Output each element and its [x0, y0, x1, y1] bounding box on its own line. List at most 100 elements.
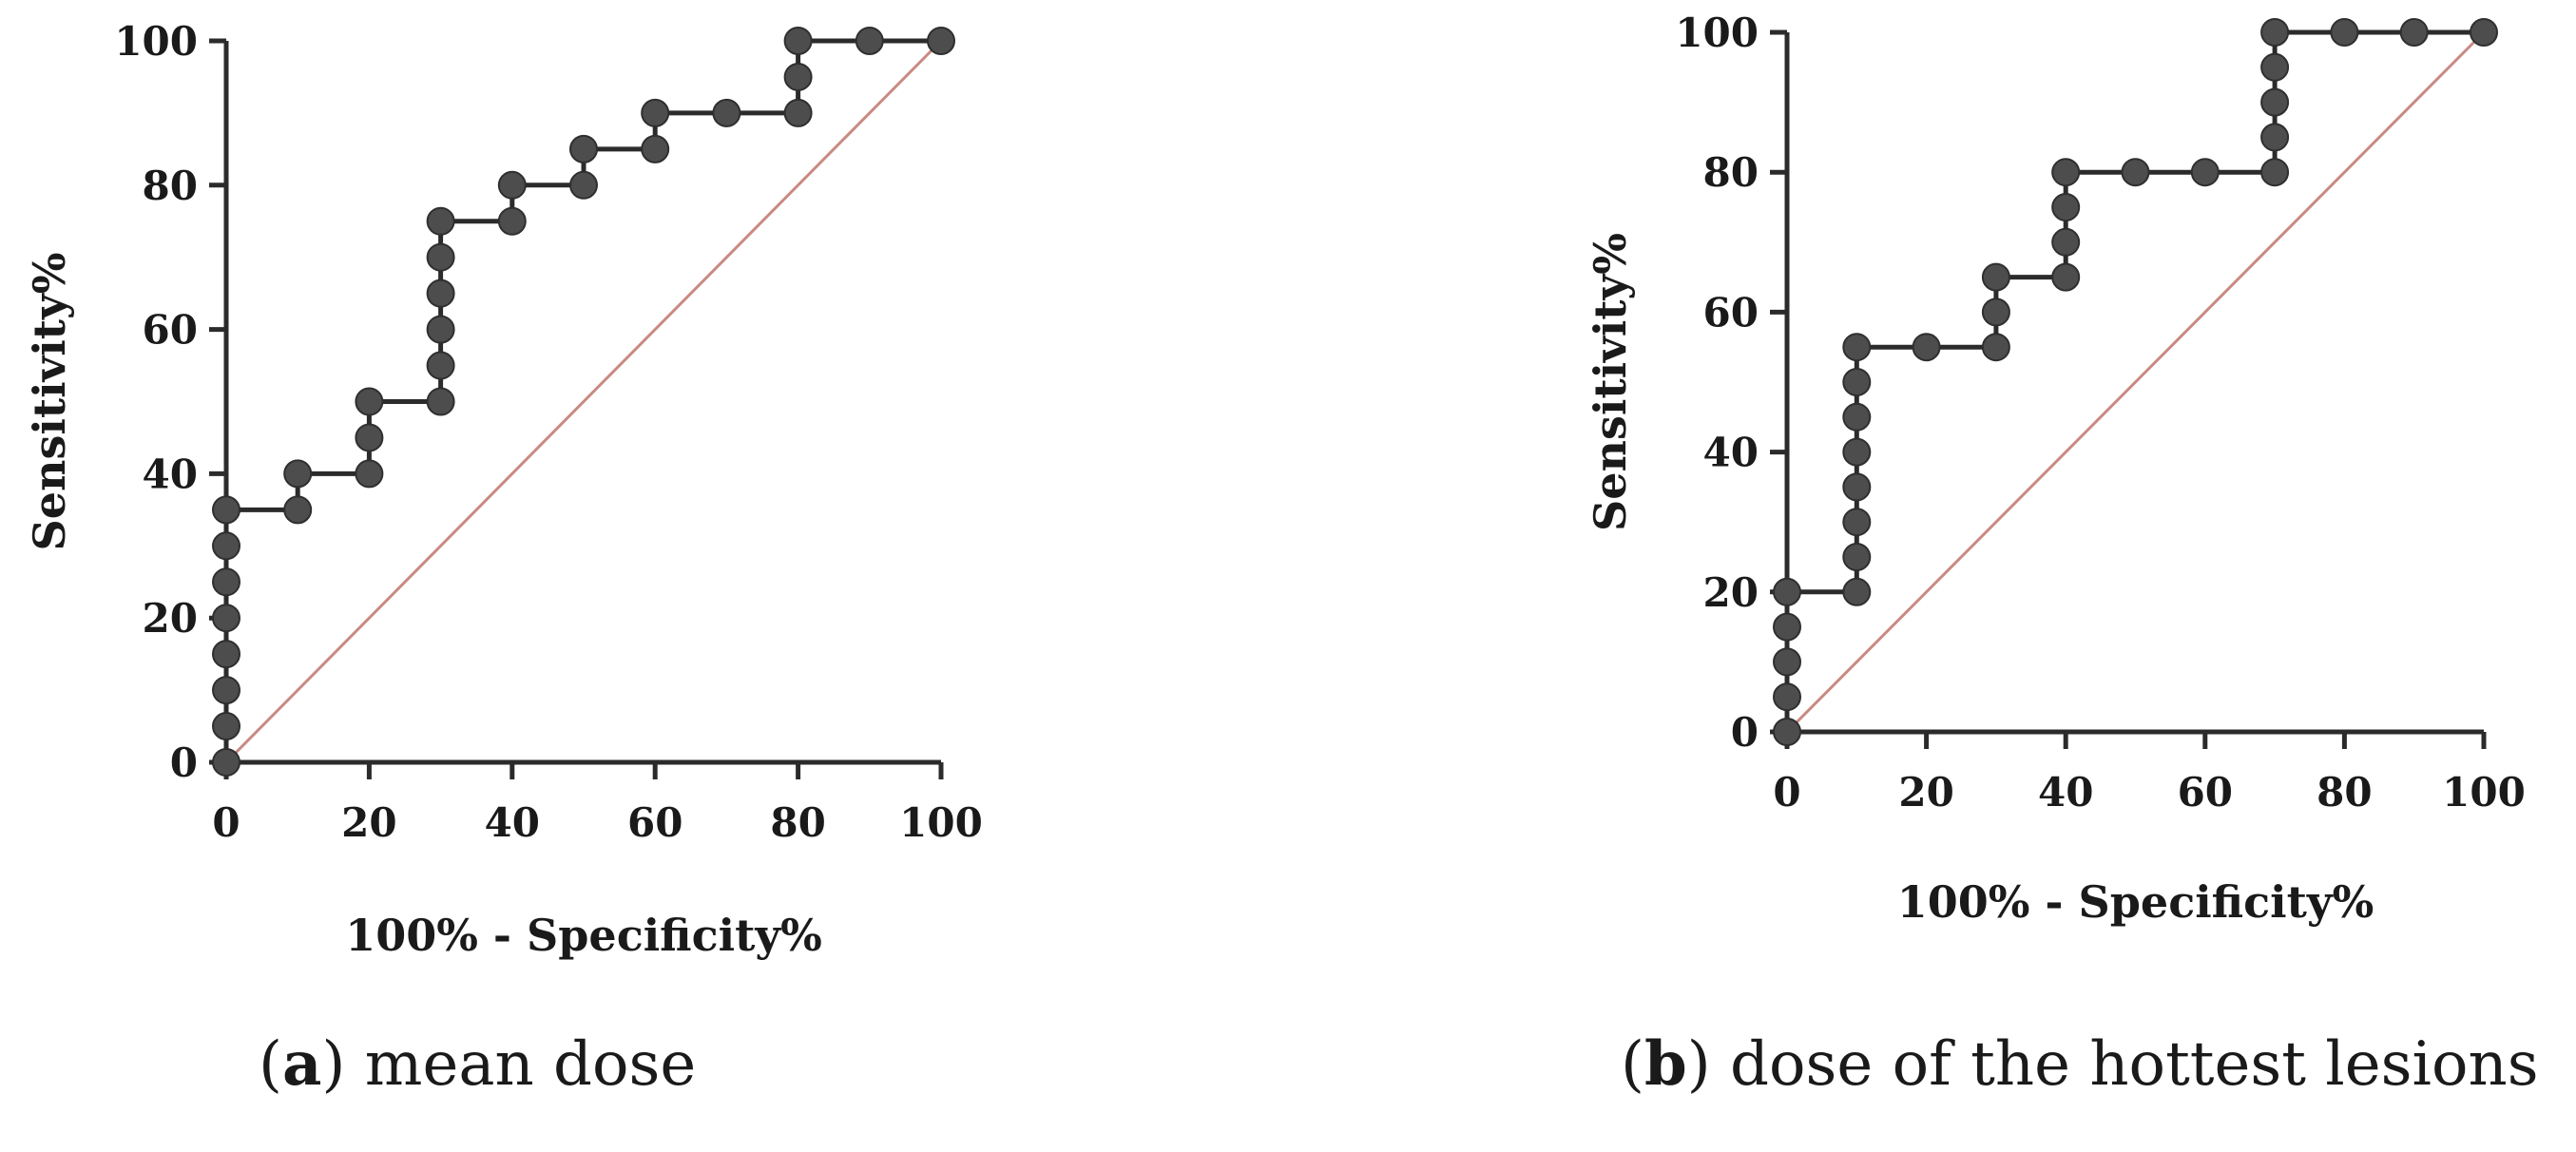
panel-b-reference-line	[1785, 30, 2486, 734]
panel-b-chart: 0 20 40 60 80 100 0 20 40 60 80 100 100% - Specific…	[1585, 10, 2526, 928]
panel-a-data-point	[641, 134, 670, 163]
panel-b-points	[1773, 18, 2498, 746]
panel-b-data-point	[2051, 193, 2081, 221]
panel-b-data-point	[1842, 577, 1872, 606]
panel-a-data-point	[426, 278, 455, 308]
panel-a-data-point	[212, 604, 240, 633]
panel-a-data-point	[426, 387, 455, 416]
panel-a-data-point	[426, 351, 455, 380]
panel-b-caption-text: dose of the hottest lesions	[1730, 1029, 2539, 1100]
panel-b-data-point	[1773, 682, 1801, 712]
panel-a-data-point	[783, 27, 813, 55]
panel-b-y-tick-label: 20	[1703, 569, 1759, 616]
panel-b-data-point	[1842, 368, 1872, 396]
panel-a-caption: (a) mean dose	[259, 1028, 697, 1100]
panel-a-chart: 0 20 40 60 80 100 0 20 40 60 80 100 100% - Specific…	[24, 18, 983, 961]
panel-b-label: b	[1644, 1028, 1687, 1100]
panel-a-y-tick-label: 20	[143, 595, 198, 642]
panel-b-data-point	[2051, 227, 2081, 257]
panel-b-data-point	[2260, 123, 2290, 152]
panel-a-data-point	[783, 98, 813, 127]
panel-a-x-axis-title: 100% - Specificity%	[345, 910, 822, 961]
panel-a-data-point	[212, 748, 240, 777]
panel-b-data-point	[2470, 18, 2498, 47]
panel-a-data-point	[212, 531, 240, 561]
panel-b-y-axis-title: Sensitivity%	[1585, 233, 1636, 531]
panel-a-tick-labels: 0 20 40 60 80 100 0 20 40 60 80 100	[114, 18, 983, 846]
panel-b-x-tick-label: 0	[1773, 769, 1800, 816]
panel-b-y-tick-label: 100	[1675, 10, 1759, 56]
panel-b-reference-diagonal	[1785, 30, 2486, 734]
panel-b-data-point	[1981, 262, 2010, 292]
panel-b-data-point	[1773, 718, 1801, 746]
panel-b-x-axis-title: 100% - Specificity%	[1897, 876, 2374, 928]
panel-b-data-point	[1773, 612, 1801, 642]
panel-b-x-tick-label: 20	[1898, 769, 1953, 816]
panel-b-data-point	[1842, 402, 1872, 432]
panel-a-reference-diagonal	[224, 39, 943, 764]
panel-a-x-tick-label: 60	[627, 799, 682, 846]
panel-a-data-point	[426, 242, 455, 272]
panel-a-data-point	[855, 27, 884, 55]
panel-b-data-point	[1981, 333, 2010, 362]
panel-a-caption-text: mean dose	[364, 1029, 697, 1100]
panel-b-data-point	[2260, 158, 2290, 187]
panel-b-x-tick-label: 80	[2316, 769, 2372, 816]
panel-b-data-point	[1842, 437, 1872, 467]
panel-b-data-point	[2121, 158, 2150, 187]
panel-b-x-tick-label: 100	[2442, 769, 2526, 816]
panel-a-data-point	[927, 27, 955, 55]
panel-a-data-point	[355, 387, 384, 416]
panel-a-data-point	[497, 170, 527, 200]
panel-a-data-point	[355, 459, 384, 489]
panel-b-caption: (b) dose of the hottest lesions	[1621, 1028, 2539, 1100]
panel-b-data-point	[1842, 508, 1872, 537]
panel-b-y-tick-label: 40	[1703, 430, 1759, 476]
panel-a-x-tick-label: 0	[212, 799, 240, 846]
panel-b-data-point	[1912, 333, 1941, 362]
panel-a-y-tick-label: 60	[143, 307, 198, 354]
panel-a-y-tick-label: 0	[170, 739, 198, 786]
panel-b-data-point	[2399, 18, 2429, 47]
panel-a-points	[212, 27, 955, 777]
panel-b-data-point	[2260, 18, 2290, 47]
panel-b-data-point	[1842, 543, 1872, 571]
panel-b-data-point	[2051, 158, 2081, 187]
panel-b-y-tick-label: 60	[1703, 289, 1759, 336]
panel-a-x-tick-label: 20	[341, 799, 396, 846]
panel-a-y-tick-label: 40	[143, 451, 198, 497]
panel-a-data-point	[283, 459, 313, 489]
panel-b-data-point	[1773, 577, 1801, 606]
panel-b-data-point	[2190, 158, 2220, 187]
panel-a-data-point	[569, 134, 598, 163]
panel-b-data-point	[2330, 18, 2359, 47]
panel-a-x-tick-label: 80	[770, 799, 825, 846]
panel-b-x-tick-label: 60	[2178, 769, 2233, 816]
panel-b-data-point	[2260, 87, 2290, 117]
panel-b-data-point	[1773, 647, 1801, 677]
panel-a-data-point	[212, 495, 240, 525]
panel-b-data-point	[1842, 472, 1872, 502]
panel-a-data-point	[212, 567, 240, 597]
panel-b-tick-labels: 0 20 40 60 80 100 0 20 40 60 80 100	[1675, 10, 2526, 816]
panel-a-data-point	[712, 98, 741, 127]
panel-a-data-point	[426, 315, 455, 344]
panel-a-x-tick-label: 100	[899, 799, 983, 846]
panel-a-data-point	[283, 495, 313, 525]
panel-b-x-tick-label: 40	[2038, 769, 2093, 816]
panel-a-data-point	[641, 98, 670, 127]
panel-a-data-point	[212, 712, 240, 741]
panel-a-data-point	[212, 676, 240, 705]
panel-b-data-point	[2051, 262, 2081, 292]
panel-a-y-tick-label: 80	[143, 163, 198, 209]
panel-b-y-tick-label: 80	[1703, 149, 1759, 196]
panel-b-y-tick-label: 0	[1731, 709, 1759, 756]
panel-b-data-point	[1981, 298, 2010, 327]
panel-a-data-point	[426, 206, 455, 236]
panel-a-y-tick-label: 100	[114, 18, 198, 65]
panel-a-x-tick-label: 40	[485, 799, 540, 846]
panel-a-data-point	[497, 206, 527, 236]
panel-a-reference-line	[224, 39, 943, 764]
panel-a-label: a	[281, 1028, 322, 1100]
